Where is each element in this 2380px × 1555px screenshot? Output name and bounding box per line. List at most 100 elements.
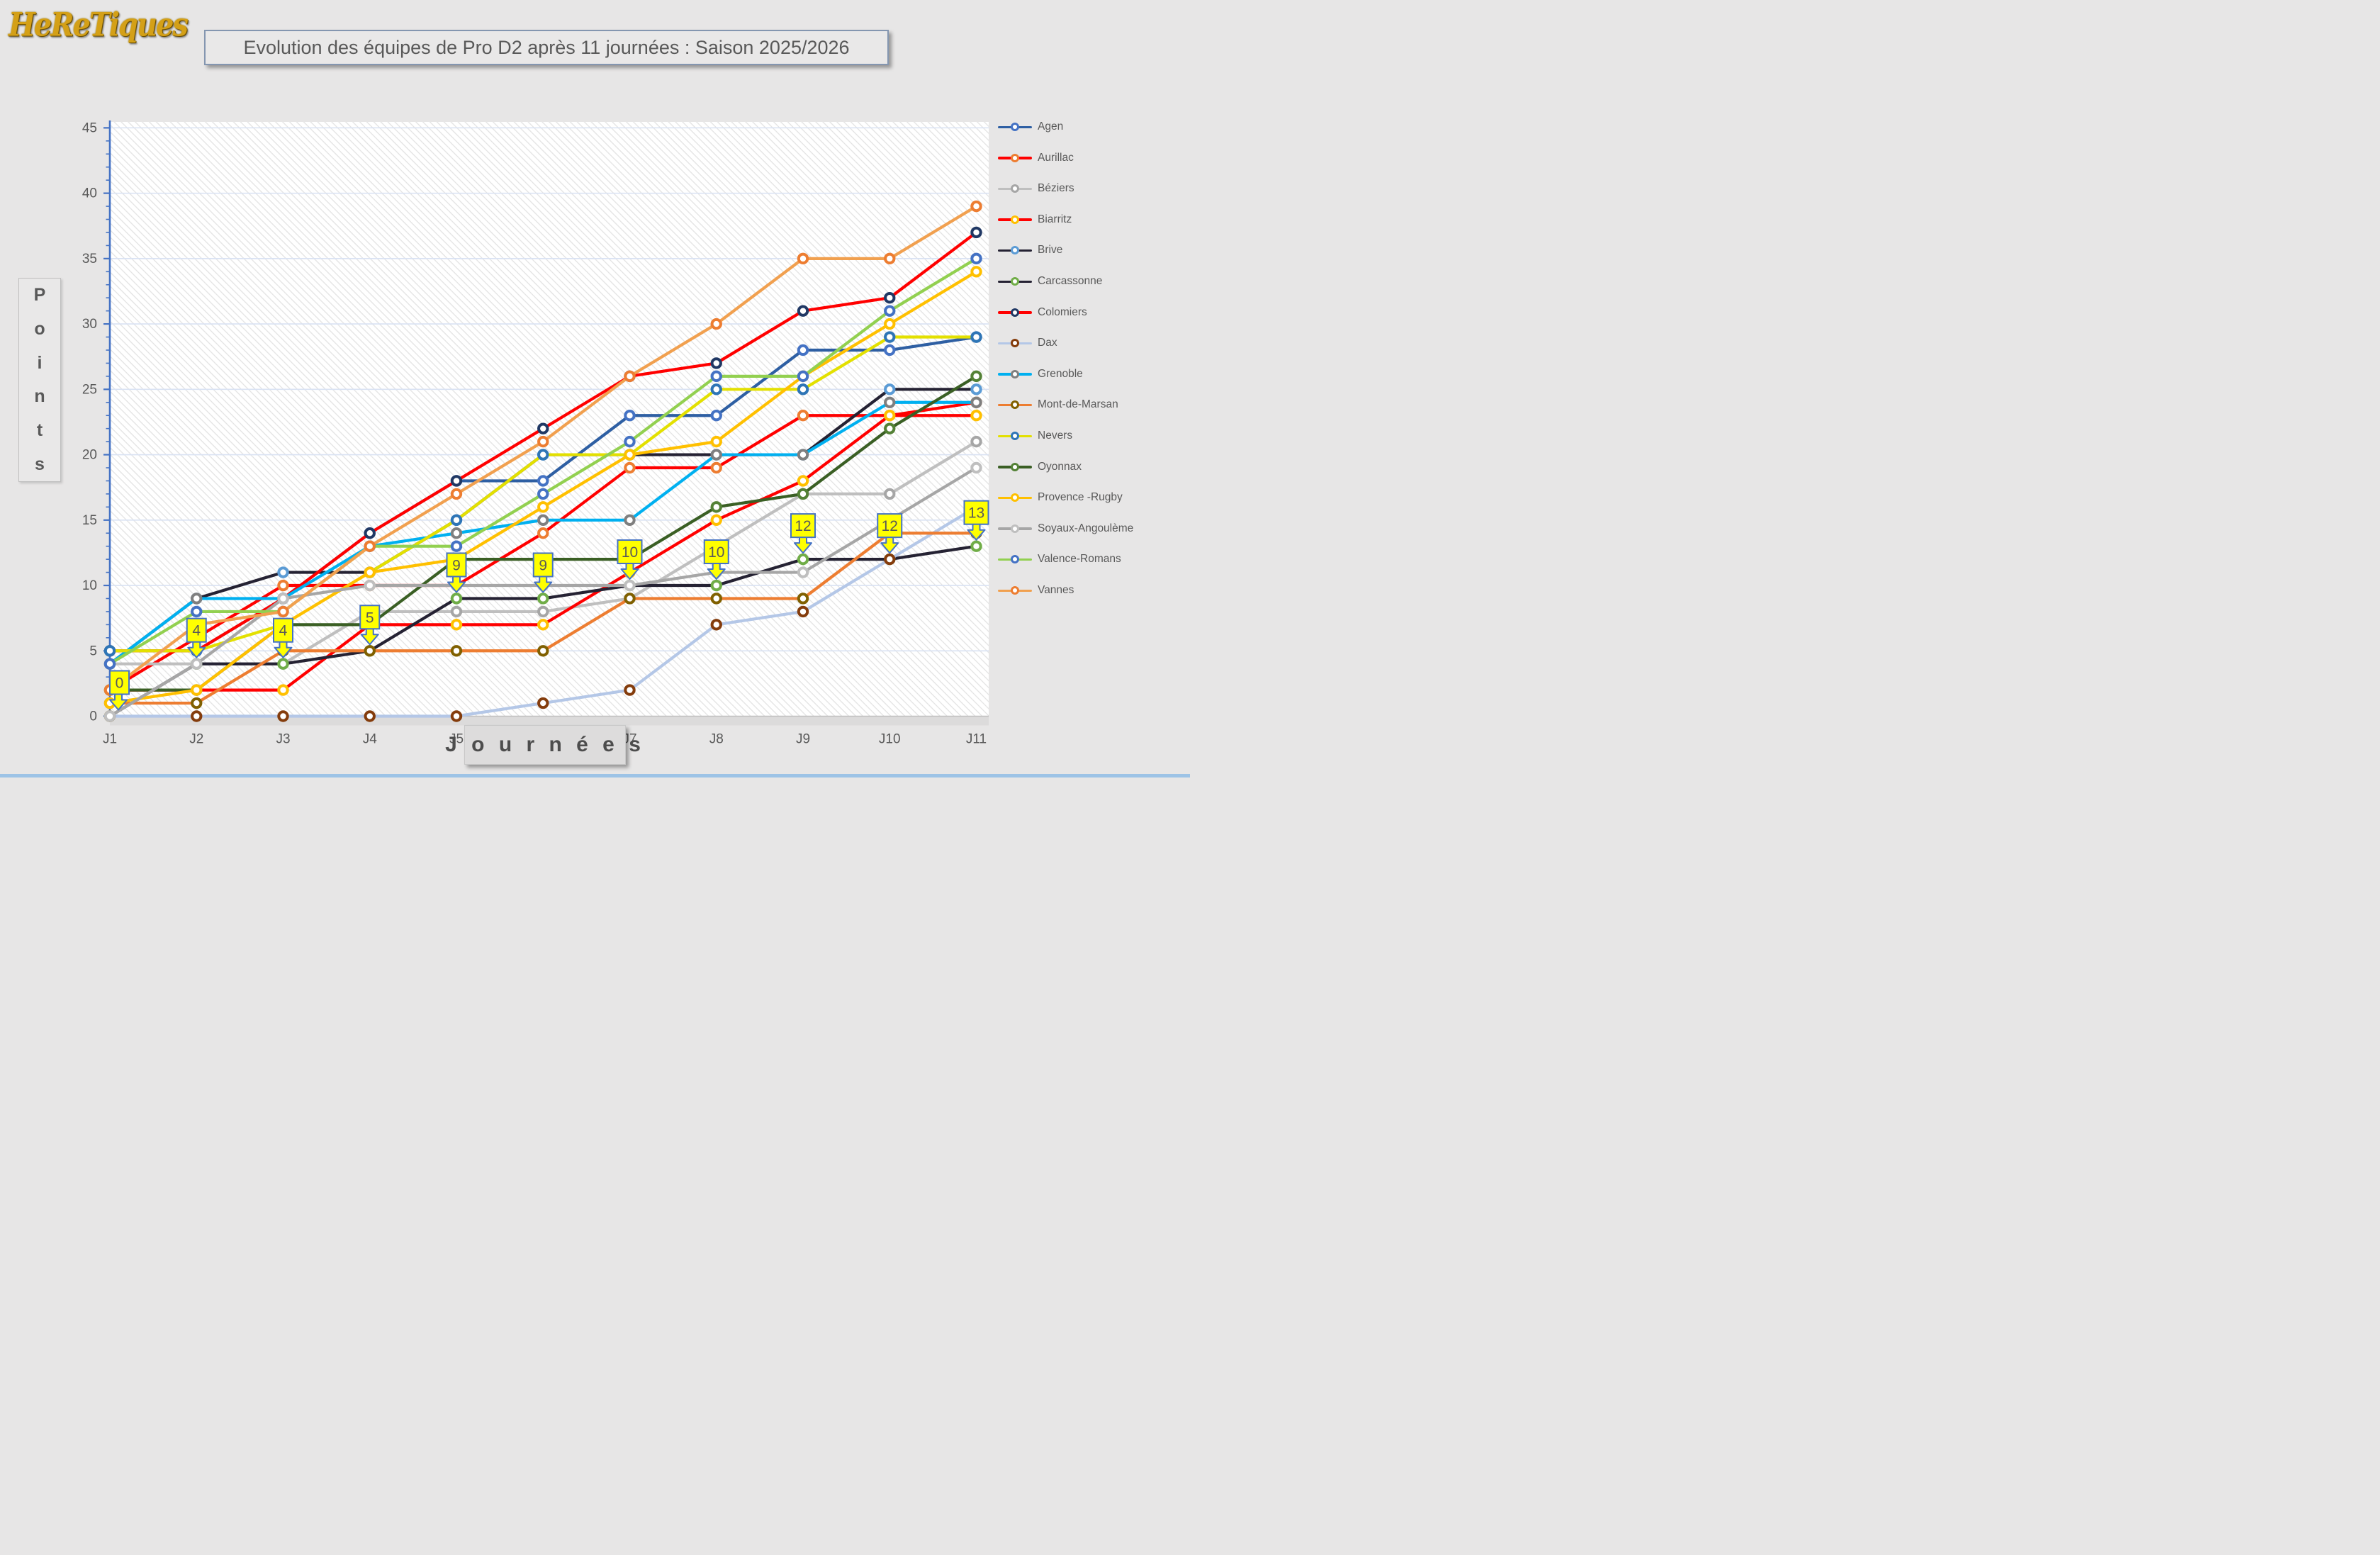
legend-swatch bbox=[998, 520, 1032, 537]
x-tick-label-J10: J10 bbox=[879, 732, 901, 747]
marker-Nevers-J6 bbox=[537, 449, 549, 461]
legend-item-Vannes: Vannes bbox=[998, 582, 1074, 599]
marker-Carcassonne-J9 bbox=[797, 553, 809, 566]
legend-marker bbox=[1011, 400, 1019, 410]
marker-Biarritz-J10 bbox=[884, 410, 896, 422]
legend-item-Dax: Dax bbox=[998, 335, 1057, 352]
marker-Vannes-J4 bbox=[364, 540, 376, 552]
marker-Vannes-J5 bbox=[450, 488, 463, 500]
legend-marker bbox=[1011, 524, 1019, 533]
legend-label: Mont-de-Marsan bbox=[1038, 398, 1118, 411]
marker-Colomiers-J10 bbox=[884, 291, 896, 304]
callout-J9: 12 bbox=[790, 513, 816, 554]
marker-Grenoble-J7 bbox=[624, 514, 636, 526]
marker-Provence -Rugby-J11 bbox=[970, 266, 982, 278]
y-axis-title-letter: o bbox=[34, 318, 45, 339]
legend-marker bbox=[1011, 369, 1019, 378]
callout-J8: 10 bbox=[703, 539, 729, 580]
y-tick-label: 5 bbox=[89, 644, 97, 658]
marker-Valence-Romans-J10 bbox=[884, 305, 896, 317]
legend-item-Brive: Brive bbox=[998, 242, 1062, 259]
marker-Valence-Romans-J6 bbox=[537, 488, 549, 500]
window-edge-strip bbox=[0, 774, 1190, 778]
callout-box bbox=[359, 605, 381, 630]
heretiques-logo: HeReTiques bbox=[9, 6, 189, 45]
legend-marker bbox=[1011, 493, 1019, 503]
callout-J7: 10 bbox=[617, 539, 643, 580]
marker-Béziers-J11 bbox=[970, 435, 982, 448]
marker-Dax-J8 bbox=[710, 619, 722, 631]
marker-Provence -Rugby-J7 bbox=[624, 449, 636, 461]
callout-label: 13 bbox=[968, 505, 984, 522]
legend-label: Grenoble bbox=[1038, 367, 1083, 380]
marker-Béziers-J5 bbox=[450, 605, 463, 618]
marker-Agen-J8 bbox=[710, 410, 722, 422]
marker-Valence-Romans-J8 bbox=[710, 370, 722, 383]
marker-Soyaux-Angoulème-J7 bbox=[624, 579, 636, 592]
series-Valence-Romans bbox=[103, 252, 982, 670]
y-tick-label: 20 bbox=[82, 448, 97, 463]
marker-Carcassonne-J8 bbox=[710, 579, 722, 592]
legend-marker bbox=[1011, 277, 1019, 286]
marker-Aurillac-J3 bbox=[277, 579, 289, 592]
legend-swatch bbox=[998, 489, 1032, 506]
marker-Valence-Romans-J9 bbox=[797, 370, 809, 383]
legend-marker bbox=[1011, 153, 1019, 162]
marker-Valence-Romans-J1 bbox=[103, 658, 116, 670]
legend-swatch bbox=[998, 396, 1032, 413]
marker-Vannes-J11 bbox=[970, 200, 982, 213]
marker-Vannes-J8 bbox=[710, 318, 722, 330]
legend-label: Agen bbox=[1038, 120, 1064, 133]
legend-item-Oyonnax: Oyonnax bbox=[998, 459, 1082, 476]
callout-box bbox=[963, 500, 989, 525]
x-axis-title: J o u r n é e s bbox=[445, 733, 645, 756]
legend-label: Biarritz bbox=[1038, 213, 1072, 225]
plot-area bbox=[110, 122, 989, 717]
legend-swatch bbox=[998, 582, 1032, 599]
marker-Mont-de-Marsan-J4 bbox=[364, 645, 376, 657]
y-tick-label: 0 bbox=[89, 709, 97, 724]
legend-swatch bbox=[998, 242, 1032, 259]
marker-Grenoble-J11 bbox=[970, 396, 982, 408]
marker-Aurillac-J7 bbox=[624, 461, 636, 474]
marker-Grenoble-J10 bbox=[884, 396, 896, 408]
x-axis-title-box: J o u r n é e s bbox=[445, 725, 641, 765]
marker-Soyaux-Angoulème-J11 bbox=[970, 461, 982, 474]
marker-Valence-Romans-J5 bbox=[450, 540, 463, 552]
legend-item-Colomiers: Colomiers bbox=[998, 304, 1087, 321]
marker-Colomiers-J9 bbox=[797, 305, 809, 317]
legend-item-Soyaux-Angoulème: Soyaux-Angoulème bbox=[998, 520, 1133, 537]
x-tick-label-J2: J2 bbox=[189, 732, 203, 747]
marker-Vannes-J3 bbox=[277, 605, 289, 618]
marker-Dax-J2 bbox=[191, 710, 203, 722]
marker-Dax-J6 bbox=[537, 697, 549, 709]
y-tick-label: 35 bbox=[82, 252, 97, 266]
legend-swatch bbox=[998, 118, 1032, 135]
legend-swatch bbox=[998, 335, 1032, 352]
callout-box bbox=[186, 617, 207, 643]
marker-Soyaux-Angoulème-J2 bbox=[191, 658, 203, 670]
legend-swatch bbox=[998, 304, 1032, 321]
marker-Vannes-J6 bbox=[537, 435, 549, 448]
legend-label: Dax bbox=[1038, 337, 1057, 349]
legend-swatch bbox=[998, 150, 1032, 167]
legend-label: Nevers bbox=[1038, 430, 1073, 442]
legend-label: Oyonnax bbox=[1038, 460, 1082, 473]
callout-box bbox=[532, 552, 554, 578]
marker-Mont-de-Marsan-J2 bbox=[191, 697, 203, 709]
chart-svg: 051015202530354045J1J2J3J4J5J6J7J8J9J10J… bbox=[82, 120, 989, 747]
marker-Colomiers-J6 bbox=[537, 422, 549, 434]
marker-Provence -Rugby-J6 bbox=[537, 501, 549, 513]
marker-Dax-J9 bbox=[797, 605, 809, 618]
legend-marker bbox=[1011, 215, 1019, 224]
legend-item-Nevers: Nevers bbox=[998, 427, 1072, 444]
marker-Grenoble-J9 bbox=[797, 449, 809, 461]
marker-Carcassonne-J11 bbox=[970, 540, 982, 552]
chart-title: Evolution des équipes de Pro D2 après 11… bbox=[243, 36, 850, 58]
marker-Grenoble-J8 bbox=[710, 449, 722, 461]
y-tick-label: 25 bbox=[82, 382, 97, 397]
marker-Mont-de-Marsan-J5 bbox=[450, 645, 463, 657]
marker-Carcassonne-J3 bbox=[277, 658, 289, 670]
legend-item-Provence -Rugby: Provence -Rugby bbox=[998, 489, 1123, 506]
callout-box bbox=[790, 513, 816, 539]
